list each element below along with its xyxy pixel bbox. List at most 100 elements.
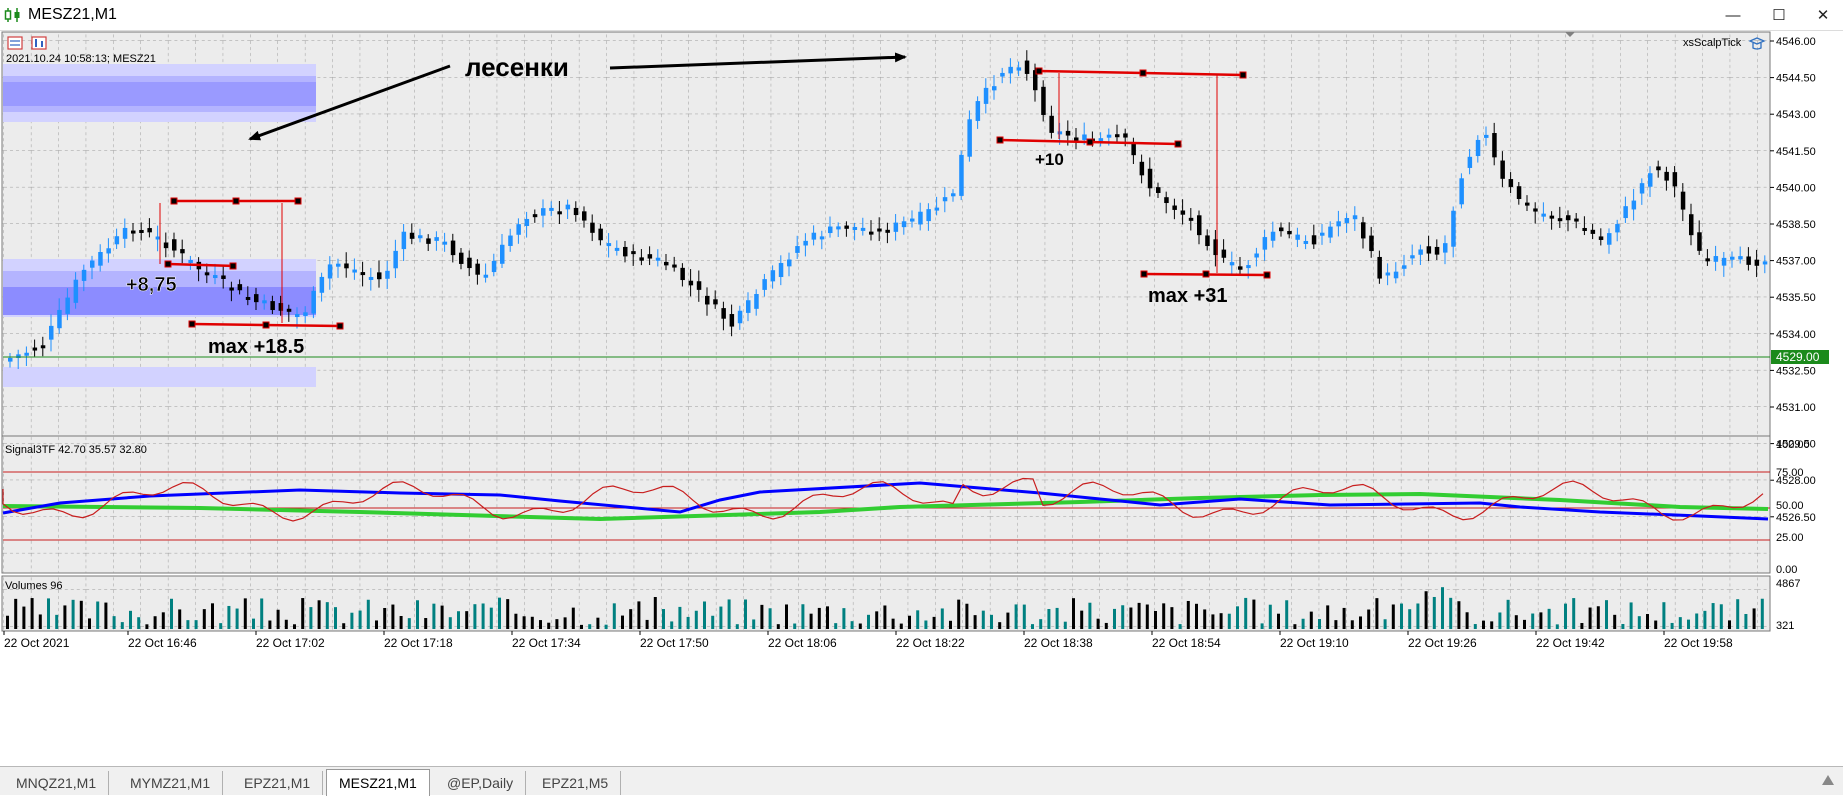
tab-mymz21-m1[interactable]: MYMZ21,M1: [118, 771, 224, 795]
candle-body: [483, 274, 489, 278]
tab-epz21-m5[interactable]: EPZ21,M5: [530, 771, 622, 795]
candle-body: [803, 240, 808, 246]
volume-bar: [161, 612, 165, 629]
volume-bar: [1211, 614, 1215, 629]
volume-pane[interactable]: Volumes 96: [1, 575, 1771, 632]
volume-bar: [1244, 597, 1248, 629]
volume-bar: [1252, 599, 1256, 629]
volume-bar: [924, 620, 928, 629]
volume-bar: [719, 606, 723, 629]
volume-bar: [120, 622, 124, 629]
trade-panel-icon[interactable]: [7, 36, 23, 50]
price-tick-label: 4526.50: [1776, 512, 1816, 524]
volume-bar: [1129, 607, 1133, 629]
candle-body: [1336, 221, 1341, 227]
candle-body: [106, 248, 111, 254]
tabs-scroll-icon[interactable]: [1818, 771, 1838, 791]
candle-body: [852, 227, 858, 231]
candle-body: [229, 287, 234, 291]
candle-body: [992, 86, 997, 91]
candle-body: [1730, 256, 1735, 260]
volume-bar: [1318, 619, 1321, 629]
candle-body: [1631, 200, 1637, 210]
minimize-button[interactable]: —: [1725, 6, 1741, 24]
candle-body: [918, 211, 923, 225]
candle-body: [459, 252, 464, 264]
volume-bar: [891, 618, 895, 629]
price-tick-label: 4531.00: [1776, 402, 1816, 414]
volume-bar: [1375, 598, 1379, 629]
volume-bar: [580, 624, 583, 629]
tab-mnqz21-m1[interactable]: MNQZ21,M1: [4, 771, 110, 795]
volume-bar: [38, 614, 42, 629]
candle-body: [409, 232, 415, 239]
candle-body: [475, 263, 480, 275]
close-button[interactable]: ✕: [1816, 7, 1830, 24]
candle-body: [1639, 183, 1645, 194]
candle-body: [139, 229, 144, 233]
candle-body: [524, 218, 530, 227]
volume-bar: [1465, 612, 1469, 629]
candle-body: [1549, 215, 1555, 219]
volume-bar: [653, 597, 657, 629]
volume-bar: [88, 618, 91, 629]
chart-area[interactable]: лесенки +8,75 max +18.5 +10 max +31 2021…: [0, 31, 1843, 765]
volume-label: Volumes 96: [5, 580, 62, 592]
volume-bar: [399, 615, 403, 629]
candle-body: [1385, 272, 1391, 276]
volume-bar: [563, 617, 567, 629]
depth-of-market-icon[interactable]: [31, 36, 47, 50]
volume-bar: [1268, 604, 1272, 629]
signal-pane[interactable]: Signal3TF 42.70 35.57 32.80: [1, 435, 1771, 574]
volume-bar: [1293, 624, 1297, 629]
volume-bar: [842, 608, 846, 629]
candle-body: [65, 297, 70, 314]
candle-body: [1443, 243, 1448, 253]
svg-text:321: 321: [1776, 620, 1794, 632]
maximize-button[interactable]: ☐: [1772, 7, 1786, 24]
price-axis[interactable]: 4546.00 4544.50 4543.00 4541.50 4540.00 4538.…: [1770, 36, 1816, 524]
volume-bar: [727, 599, 731, 629]
time-tick-label: 22 Oct 19:42: [1536, 636, 1605, 650]
price-tick-label: 4540.00: [1776, 182, 1816, 194]
volume-bar: [1408, 609, 1412, 629]
volume-bar: [342, 623, 346, 629]
tab-ep-daily[interactable]: @EP,Daily: [435, 771, 527, 795]
candle-body: [131, 230, 136, 234]
volume-bar: [1646, 614, 1649, 629]
volume-bar: [834, 623, 838, 629]
time-axis[interactable]: 22 Oct 2021 22 Oct 16:46 22 Oct 17:02 22 Oc…: [3, 631, 1733, 650]
tab-mesz21-m1[interactable]: MESZ21,M1: [326, 769, 430, 796]
candle-body: [893, 222, 899, 232]
candle-body: [1180, 210, 1186, 215]
price-tick-label: 4538.50: [1776, 219, 1816, 231]
volume-bar: [1096, 618, 1100, 629]
chart-shift-marker-icon[interactable]: [1565, 32, 1575, 37]
volume-bar: [1760, 598, 1764, 629]
candle-body: [1541, 213, 1546, 217]
candle-body: [910, 218, 915, 222]
price-pane[interactable]: лесенки +8,75 max +18.5 +10 max +31 2021…: [1, 31, 1771, 469]
candle-body: [57, 309, 62, 329]
volume-bar: [1170, 607, 1174, 629]
indicator-name: xsScalpTick: [1683, 37, 1742, 49]
volume-bar: [407, 618, 411, 629]
graduation-cap-icon: [1748, 37, 1766, 50]
candle-body: [1484, 134, 1489, 138]
candle-body: [541, 208, 546, 216]
signal-tick-label: 25.00: [1776, 532, 1804, 544]
candle-body: [590, 222, 595, 233]
candle-body: [1057, 131, 1063, 135]
volume-bar: [1588, 607, 1592, 629]
volume-bar: [481, 603, 485, 629]
candle-body: [401, 231, 407, 250]
candle-body: [1328, 226, 1333, 238]
volume-bar: [317, 600, 321, 629]
volume-bar: [219, 623, 223, 629]
candle-body: [49, 325, 54, 340]
candle-body: [557, 211, 562, 215]
candle-body: [114, 236, 120, 245]
volume-bar: [1178, 624, 1182, 629]
tab-epz21-m1[interactable]: EPZ21,M1: [232, 771, 324, 795]
volume-bar: [514, 613, 518, 629]
